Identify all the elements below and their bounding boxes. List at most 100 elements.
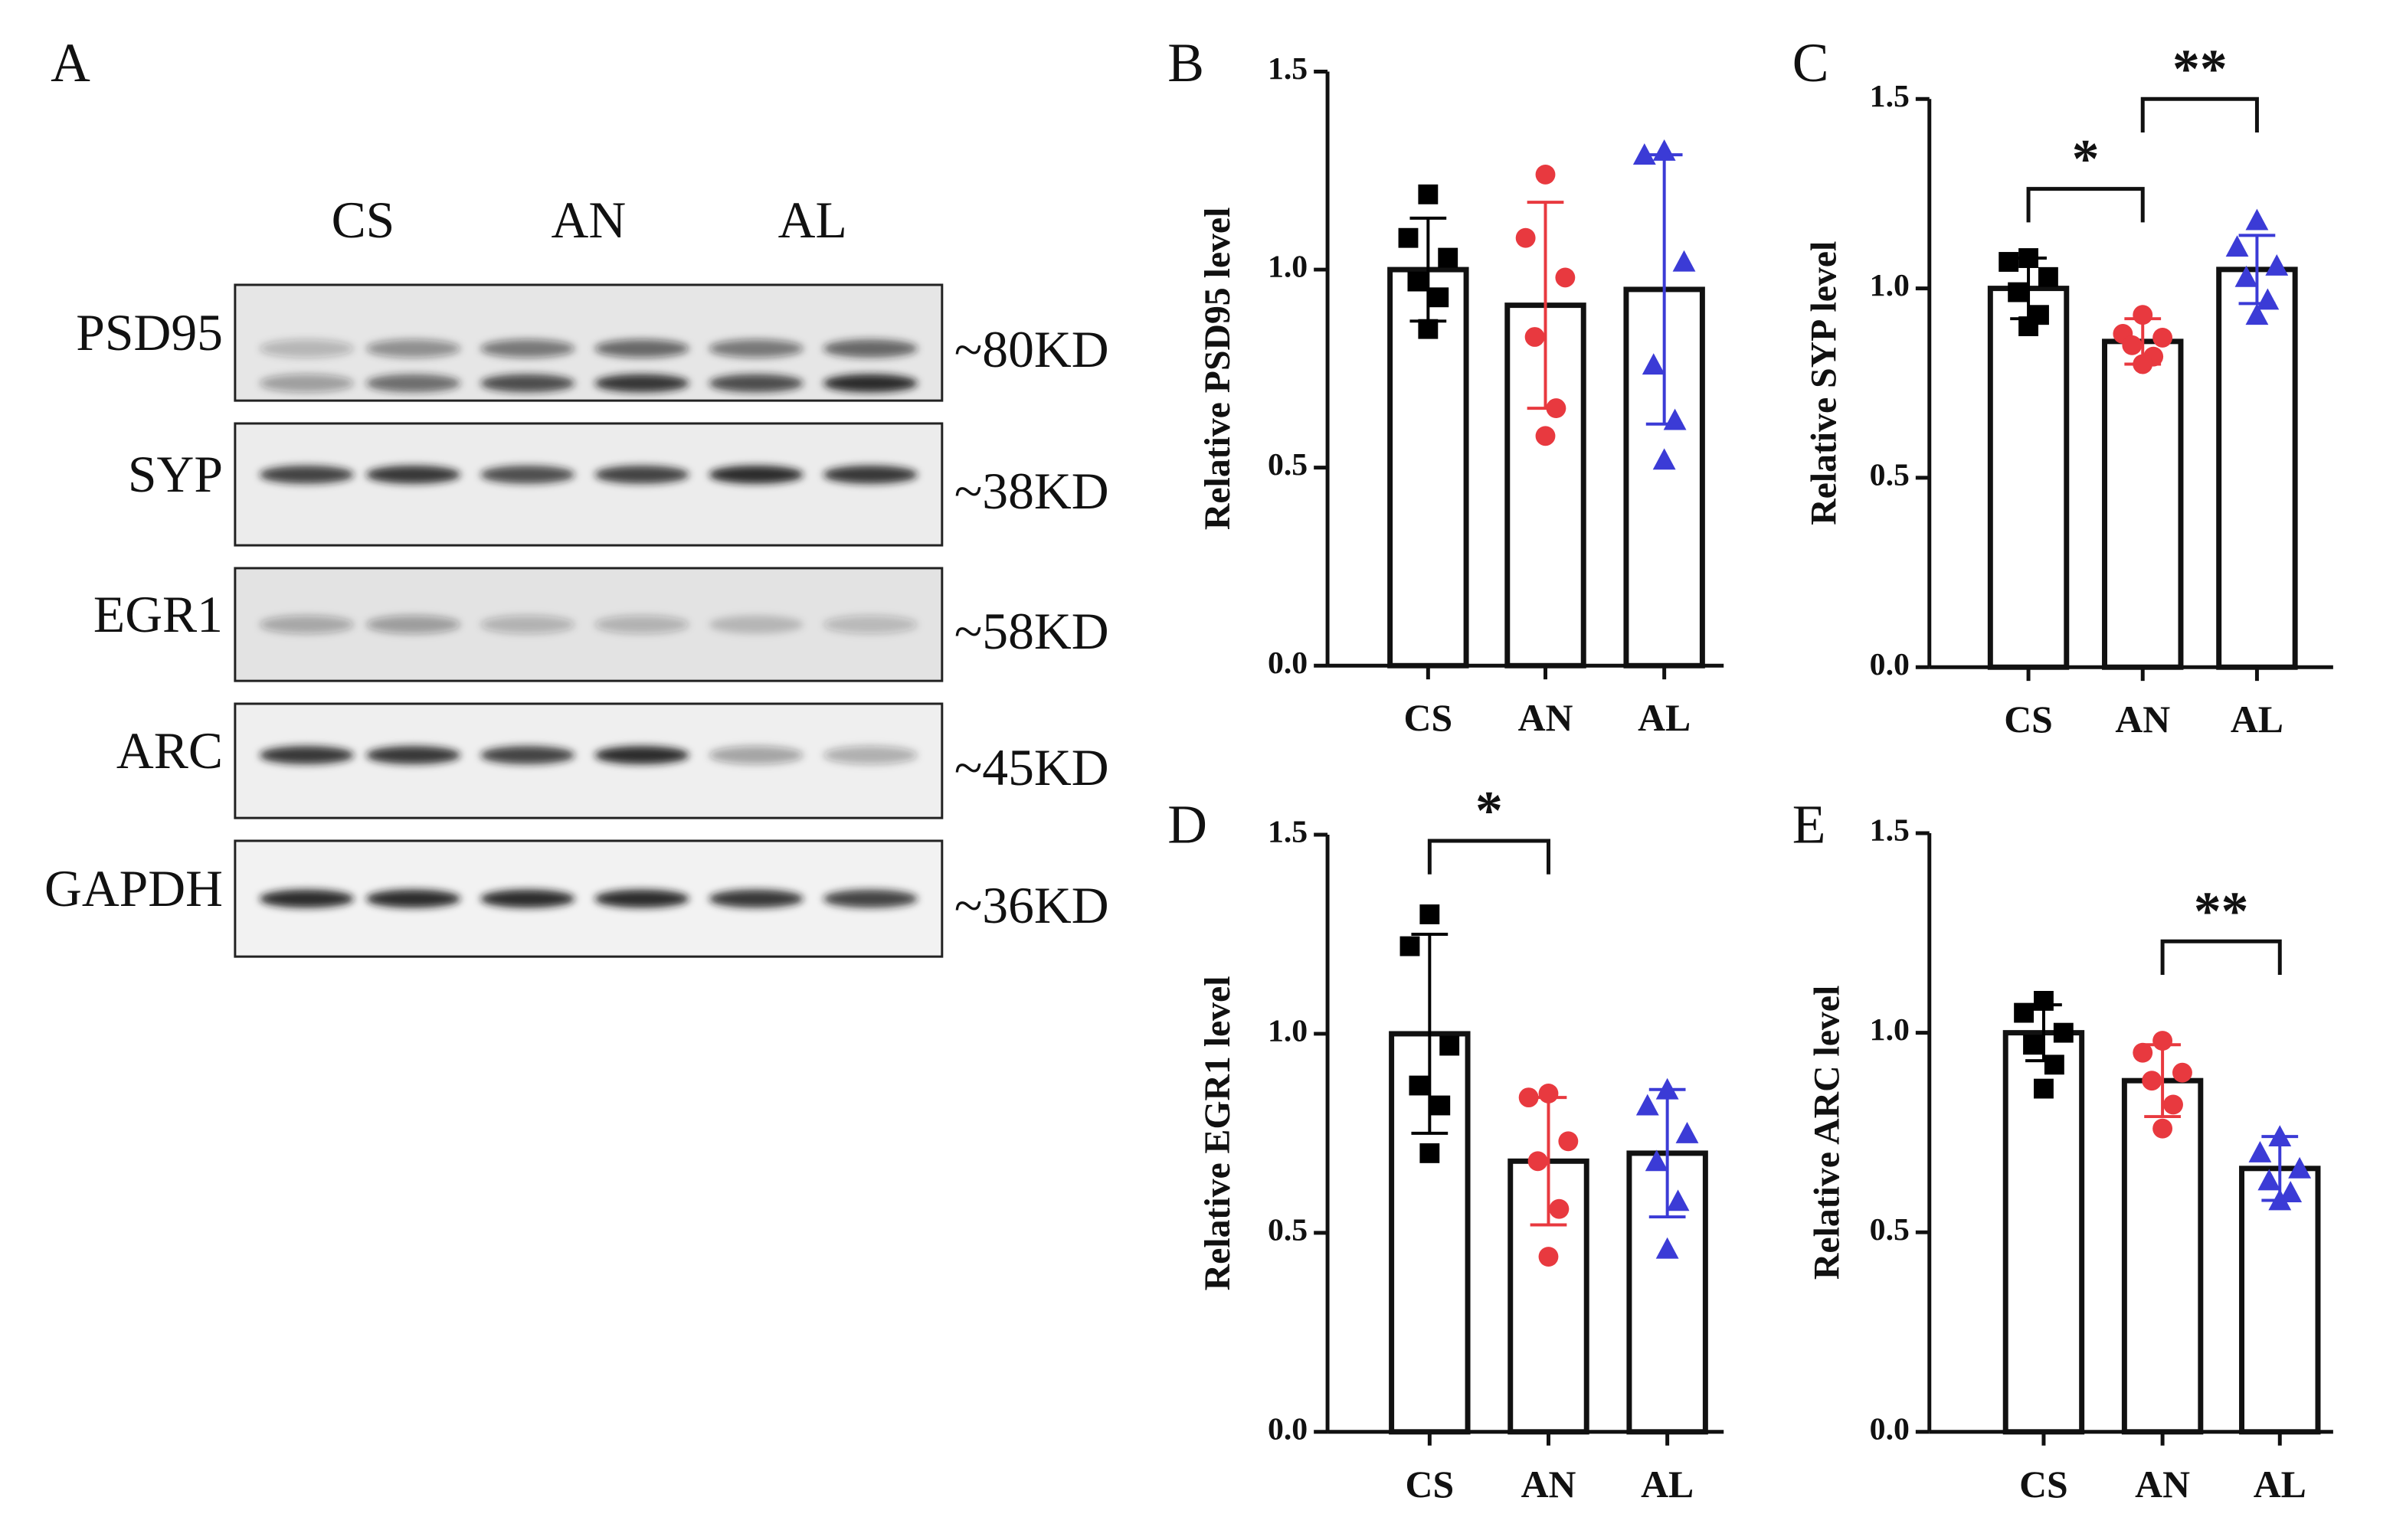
- y-tick-label: 0.5: [1268, 1212, 1308, 1247]
- band: [480, 374, 575, 393]
- band: [823, 465, 918, 484]
- protein-label: ARC: [116, 722, 223, 780]
- data-point: [2268, 1189, 2292, 1211]
- data-point: [1409, 1075, 1429, 1096]
- significance-label: *: [2072, 129, 2100, 189]
- data-point: [1999, 252, 2019, 272]
- data-point: [2265, 254, 2289, 276]
- data-point: [1398, 227, 1419, 248]
- lane-label: AL: [778, 191, 847, 249]
- band: [709, 889, 804, 908]
- band: [259, 889, 355, 908]
- data-point: [1407, 271, 1428, 292]
- y-tick-label: 1.0: [1870, 1012, 1910, 1048]
- y-axis-label: Relative PSD95 level: [1197, 208, 1238, 530]
- band: [709, 615, 804, 634]
- data-point: [2257, 1169, 2281, 1191]
- data-point: [1418, 184, 1439, 204]
- error-bar: [1411, 933, 1449, 1135]
- y-tick-label: 1.0: [1870, 268, 1910, 303]
- y-tick-label: 1.5: [1268, 815, 1308, 850]
- bands: [259, 465, 918, 484]
- x-tick-label: AL: [2231, 698, 2283, 741]
- band: [365, 339, 461, 358]
- data-point: [1549, 1198, 1570, 1219]
- band: [259, 615, 355, 634]
- data-point: [1419, 904, 1440, 924]
- y-tick-label: 0.5: [1268, 447, 1308, 482]
- band: [594, 465, 689, 484]
- x-tick-label: AN: [2115, 698, 2170, 741]
- band: [823, 889, 918, 908]
- y-tick-label: 0.5: [1870, 457, 1910, 492]
- data-point: [1652, 139, 1676, 161]
- data-point: [2142, 1071, 2162, 1091]
- panel-letter: C: [1792, 33, 1829, 93]
- bar: [2216, 266, 2298, 670]
- bar: [2102, 338, 2184, 670]
- bands: [259, 339, 918, 393]
- data-point: [2288, 1156, 2312, 1179]
- band: [365, 889, 461, 908]
- data-point: [1645, 1149, 1668, 1172]
- band: [823, 339, 918, 358]
- data-point: [1558, 1131, 1579, 1152]
- y-tick-label: 1.0: [1268, 250, 1308, 285]
- data-point: [1666, 1189, 1690, 1211]
- significance-label: **: [2172, 39, 2228, 100]
- y-tick-label: 1.5: [1870, 813, 1910, 848]
- data-point: [1429, 287, 1449, 308]
- data-point: [2018, 248, 2038, 268]
- y-axis-label: Relative ARC level: [1806, 986, 1847, 1280]
- data-point: [1419, 1143, 1440, 1163]
- band: [365, 615, 461, 634]
- band: [480, 889, 575, 908]
- data-point: [1675, 1121, 1699, 1143]
- data-point: [1632, 143, 1656, 165]
- y-tick-label: 0.0: [1268, 646, 1308, 681]
- lane-label: CS: [332, 191, 395, 249]
- data-point: [2152, 1118, 2173, 1139]
- band: [480, 746, 575, 765]
- bar: [1987, 286, 2070, 670]
- band: [594, 374, 689, 393]
- panel-letter: A: [51, 33, 90, 93]
- data-point: [1515, 227, 1536, 248]
- data-point: [1546, 398, 1566, 419]
- significance-bracket: [2140, 96, 2259, 133]
- x-tick-label: AN: [1518, 697, 1573, 739]
- data-point: [1535, 426, 1556, 446]
- data-point: [2256, 288, 2280, 310]
- blot-panel: [234, 702, 944, 819]
- data-point: [1672, 250, 1696, 272]
- band: [823, 615, 918, 634]
- data-point: [2044, 1054, 2064, 1075]
- band: [709, 746, 804, 765]
- significance-label: *: [1475, 781, 1503, 842]
- data-point: [1418, 319, 1439, 339]
- protein-label: GAPDH: [44, 860, 223, 917]
- y-tick-label: 0.0: [1268, 1411, 1308, 1447]
- band: [709, 339, 804, 358]
- x-tick-label: CS: [2019, 1463, 2068, 1506]
- data-point: [2133, 305, 2153, 325]
- data-point: [1399, 936, 1420, 956]
- data-point: [2133, 1042, 2153, 1063]
- band: [480, 465, 575, 484]
- y-axis-label: Relative EGR1 level: [1197, 976, 1238, 1290]
- blot-panel: [234, 283, 944, 402]
- band: [594, 339, 689, 358]
- data-point: [1655, 1077, 1679, 1100]
- y-tick-label: 1.5: [1268, 51, 1308, 87]
- data-point: [1430, 1095, 1451, 1116]
- data-point: [2034, 991, 2054, 1011]
- y-tick-label: 1.5: [1870, 79, 1910, 114]
- data-point: [1663, 408, 1687, 430]
- band: [365, 374, 461, 393]
- bands: [259, 746, 918, 765]
- x-tick-label: AN: [1521, 1463, 1576, 1506]
- data-point: [1555, 267, 1576, 288]
- data-point: [2133, 354, 2153, 374]
- x-tick-label: AL: [1641, 1463, 1694, 1506]
